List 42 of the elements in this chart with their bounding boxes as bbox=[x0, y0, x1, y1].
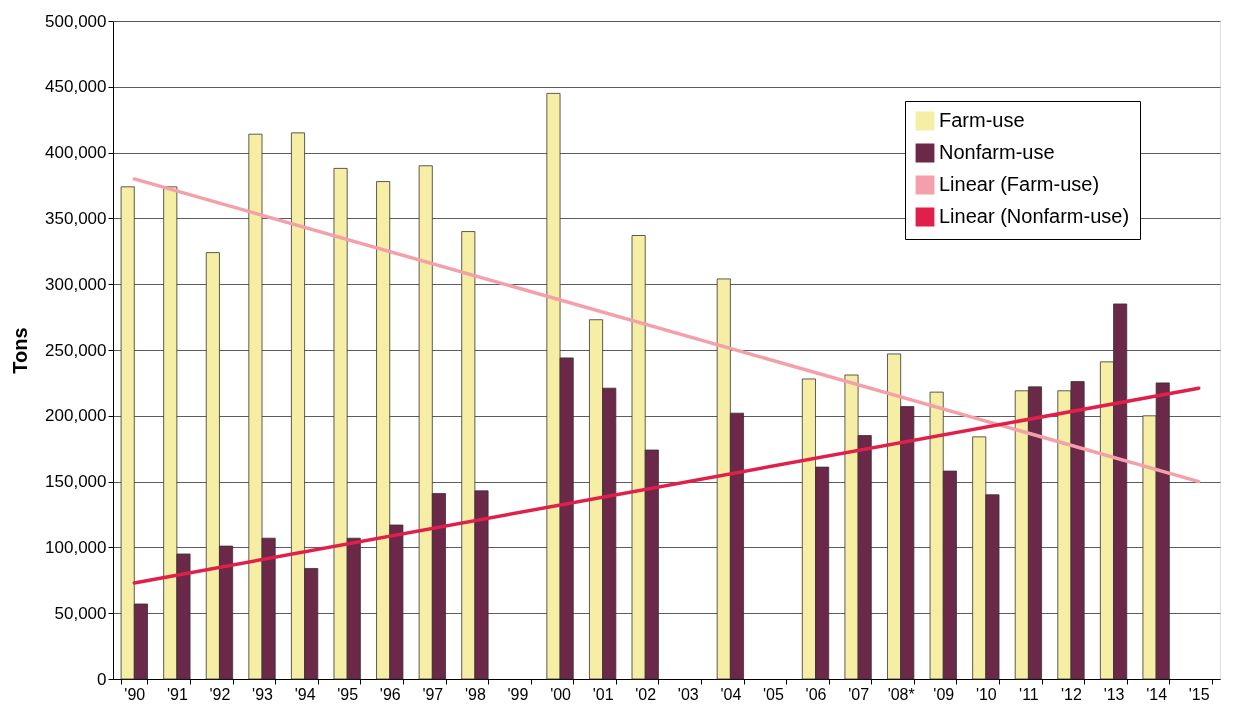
x-tick-label: '06 bbox=[805, 685, 827, 703]
x-tick-label: '10 bbox=[975, 685, 997, 703]
legend-label: Farm-use bbox=[939, 109, 1025, 131]
x-tick-label: '95 bbox=[337, 685, 359, 703]
x-tick-label: '98 bbox=[464, 685, 486, 703]
y-tick-label: 500,000 bbox=[45, 11, 107, 31]
x-tick-label: '92 bbox=[209, 685, 231, 703]
x-tick-label: '91 bbox=[166, 685, 188, 703]
x-tick-label: '14 bbox=[1146, 685, 1168, 703]
x-tick-label: '02 bbox=[635, 685, 657, 703]
y-tick-label: 450,000 bbox=[45, 77, 107, 97]
legend-label: Linear (Nonfarm-use) bbox=[939, 205, 1130, 227]
x-tick-label: '01 bbox=[592, 685, 614, 703]
x-tick-label: '03 bbox=[677, 685, 699, 703]
y-tick-label: 350,000 bbox=[45, 208, 107, 228]
x-tick-label: '07 bbox=[848, 685, 870, 703]
x-tick-label: '94 bbox=[294, 685, 316, 703]
x-tick-label: '09 bbox=[933, 685, 955, 703]
legend-label: Nonfarm-use bbox=[939, 141, 1055, 163]
y-tick-label: 200,000 bbox=[45, 406, 107, 426]
x-tick-label: '05 bbox=[763, 685, 784, 703]
y-tick-label: 100,000 bbox=[45, 537, 107, 557]
x-tick-label: '97 bbox=[422, 685, 444, 703]
x-tick-label: '93 bbox=[252, 685, 274, 703]
y-tick-label: 150,000 bbox=[45, 472, 107, 492]
y-tick-label: 400,000 bbox=[45, 143, 107, 163]
y-tick-label: 250,000 bbox=[45, 340, 107, 360]
x-tick-label: '99 bbox=[507, 685, 529, 703]
x-tick-label: '90 bbox=[124, 685, 146, 703]
x-tick-label: '04 bbox=[720, 685, 742, 703]
y-tick-label: 50,000 bbox=[54, 603, 107, 623]
y-tick-label: 300,000 bbox=[45, 274, 107, 294]
x-tick-label: '11 bbox=[1019, 685, 1039, 703]
y-tick-label: 0 bbox=[97, 669, 107, 689]
legend-label: Linear (Farm-use) bbox=[939, 173, 1100, 195]
x-tick-label: '12 bbox=[1061, 685, 1082, 703]
x-tick-label: '00 bbox=[550, 685, 572, 703]
x-tick-label: '08* bbox=[887, 685, 915, 703]
x-tick-label: '13 bbox=[1103, 685, 1125, 703]
y-axis-title: Tons bbox=[9, 327, 32, 374]
x-tick-label: '96 bbox=[379, 685, 401, 703]
x-tick-label: '15 bbox=[1188, 685, 1210, 703]
